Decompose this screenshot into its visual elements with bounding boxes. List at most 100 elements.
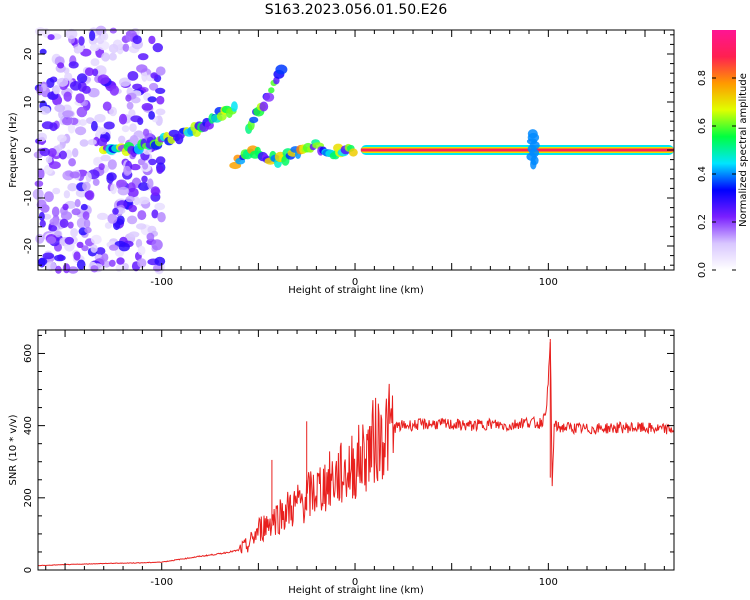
colorbar-tick-label: 0.6: [697, 118, 708, 134]
noise-blob: [35, 233, 45, 244]
noise-blob: [91, 234, 102, 245]
noise-blob: [76, 106, 88, 118]
noise-blob: [38, 257, 48, 266]
noise-blob: [62, 110, 74, 117]
noise-blob: [76, 241, 84, 249]
noise-blob: [100, 154, 111, 162]
noise-blob: [63, 91, 72, 102]
noise-blob: [62, 263, 71, 274]
noise-blob: [148, 158, 157, 166]
y-tick-label: 0: [23, 567, 34, 573]
noise-blob: [137, 53, 149, 61]
colorbar: 0.0 0.2 0.4 0.6 0.8 Normalized spectral ampl…: [697, 30, 749, 278]
x-tick-label: -100: [150, 577, 173, 588]
noise-blob: [43, 191, 54, 203]
noise-blob: [36, 85, 43, 96]
noise-blob: [115, 264, 123, 272]
noise-blob: [112, 207, 119, 215]
noise-blob: [46, 236, 57, 245]
colorbar-label: Normalized spectral amplitude: [738, 73, 749, 227]
colorbar-tick-label: 0.2: [697, 214, 708, 230]
noise-blob: [45, 261, 57, 272]
noise-blob: [121, 125, 130, 133]
noise-blob: [130, 115, 142, 123]
noise-blob: [155, 156, 166, 165]
noise-blob: [154, 256, 166, 266]
noise-blob: [63, 190, 71, 199]
noise-blob: [127, 71, 139, 81]
noise-blob: [64, 236, 75, 245]
noise-blob: [81, 245, 89, 252]
noise-blob: [109, 106, 117, 117]
noise-blob: [39, 106, 51, 115]
noise-blob: [128, 109, 136, 118]
noise-blob: [107, 213, 118, 224]
noise-blob: [65, 28, 78, 40]
snr-x-axis-label: Height of straight line (km): [288, 585, 424, 596]
noise-blob: [146, 232, 155, 241]
noise-blob: [101, 52, 110, 62]
colorbar-tick-label: 0.0: [697, 262, 708, 278]
noise-blob: [137, 245, 146, 256]
spectrogram-y-ticks: -20 -10 0 10 20: [23, 34, 674, 266]
upper_streak-blob: [249, 116, 259, 124]
noise-blob: [135, 238, 143, 248]
noise-blob: [92, 178, 100, 186]
spike-blob: [527, 129, 538, 139]
noise-blob: [45, 156, 53, 164]
noise-blob: [132, 35, 142, 45]
noise-blob: [110, 183, 117, 195]
noise-blob: [84, 67, 94, 76]
noise-blob: [122, 263, 129, 271]
noise-blob: [147, 178, 154, 189]
noise-blob: [87, 139, 97, 146]
noise-blob: [152, 43, 163, 53]
upper_streak-blob: [263, 92, 275, 102]
noise-blob: [141, 70, 148, 82]
noise-blob: [93, 157, 101, 166]
noise-blob: [58, 109, 65, 120]
noise-blob: [42, 252, 55, 260]
noise-blob: [47, 148, 57, 157]
snr-series-line: [37, 342, 675, 567]
spectrogram-y-axis-label: Frequency (Hz): [8, 112, 19, 188]
snr-panel: -100 0 100 0 200 400 600 Height of straight l…: [8, 329, 675, 596]
noise-blob: [147, 96, 157, 103]
noise-blob: [74, 46, 83, 54]
noise-blob: [83, 218, 91, 229]
noise-blob: [91, 120, 98, 132]
snr-frame: [37, 329, 675, 571]
noise-blob: [123, 165, 131, 176]
noise-blob: [39, 147, 51, 157]
noise-blob: [97, 137, 108, 147]
noise-blob: [57, 134, 67, 143]
noise-blob: [102, 101, 112, 111]
noise-blob: [56, 77, 69, 87]
noise-blob: [89, 43, 100, 52]
y-tick-label: 10: [23, 96, 34, 109]
noise-blob: [74, 199, 81, 208]
noise-blob: [109, 244, 119, 251]
noise-blob: [150, 72, 158, 79]
noise-blob: [76, 73, 88, 84]
y-tick-label: 600: [23, 344, 34, 363]
noise-blob: [135, 223, 147, 230]
noise-blob: [108, 43, 119, 54]
noise-blob: [125, 94, 132, 102]
noise-blob: [72, 148, 79, 158]
noise-blob: [142, 162, 149, 170]
y-tick-label: 400: [23, 416, 34, 435]
noise-blob: [108, 52, 117, 61]
noise-blob: [71, 208, 81, 216]
noise-blob: [89, 30, 96, 41]
wobble-blob: [348, 148, 358, 157]
noise-blob: [98, 163, 105, 171]
noise-blob: [70, 228, 78, 238]
noise-blob: [49, 217, 60, 226]
snr-background: [38, 330, 674, 570]
colorbar-tick-label: 0.8: [697, 70, 708, 86]
noise-blob: [80, 203, 88, 211]
x-tick-label: 100: [539, 577, 558, 588]
noise-blob: [49, 161, 61, 170]
noise-blob: [127, 187, 139, 198]
